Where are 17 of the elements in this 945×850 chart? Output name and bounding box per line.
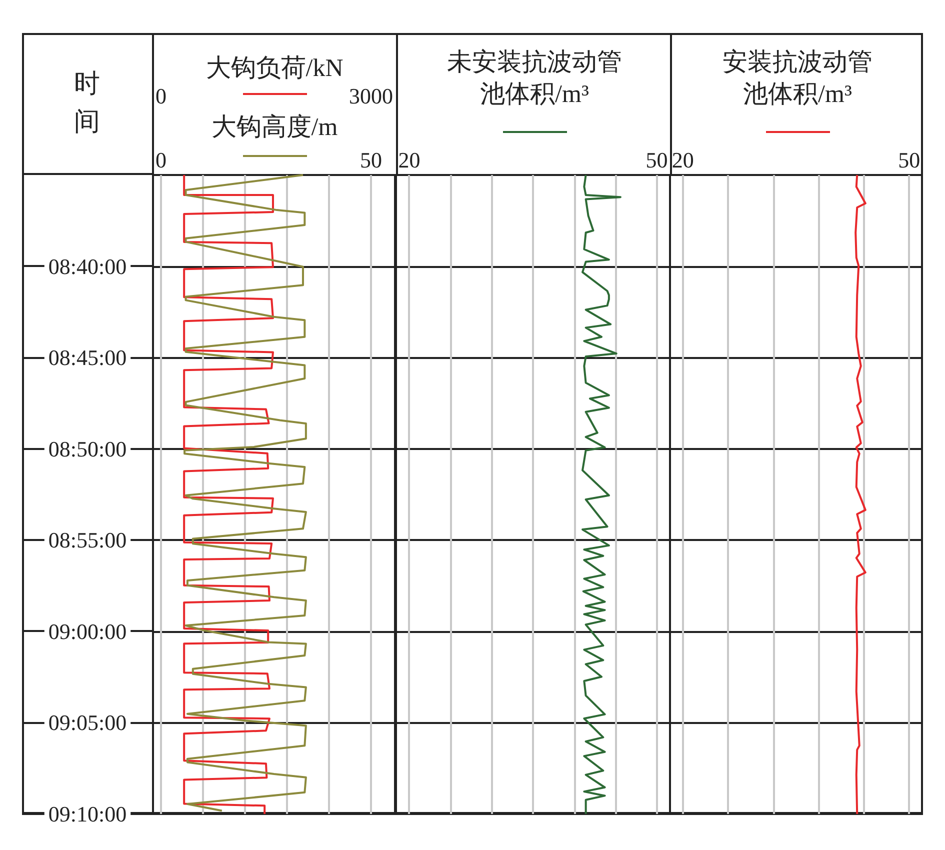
y-axis-title: 时间 xyxy=(74,68,100,138)
y-tick-label: 09:10:00 xyxy=(48,802,127,826)
x-axis-title: 安装抗波动管池体积/m³ xyxy=(722,48,874,110)
y-tick-label: 09:05:00 xyxy=(48,710,127,736)
x-tick-label: 3000 xyxy=(348,84,393,108)
y-tick-label: 08:55:00 xyxy=(48,528,127,553)
x2-axis-title: 大钩高度/m xyxy=(210,112,339,143)
y-tick-label: 08:40:00 xyxy=(48,254,127,279)
x-tick-label: 20 xyxy=(398,148,420,172)
x-tick-label: 50 xyxy=(646,148,668,172)
x-tick-label: 20 xyxy=(672,148,694,172)
y-tick-label: 08:50:00 xyxy=(48,436,127,462)
y-tick-label: 08:45:00 xyxy=(48,345,127,370)
x-axis-title: 未安装抗波动管池体积/m³ xyxy=(446,48,623,110)
y-tick-label: 09:00:00 xyxy=(48,618,127,644)
x-axis-title: 大钩负荷/kN xyxy=(204,54,344,84)
x-tick-label: 50 xyxy=(898,148,920,172)
